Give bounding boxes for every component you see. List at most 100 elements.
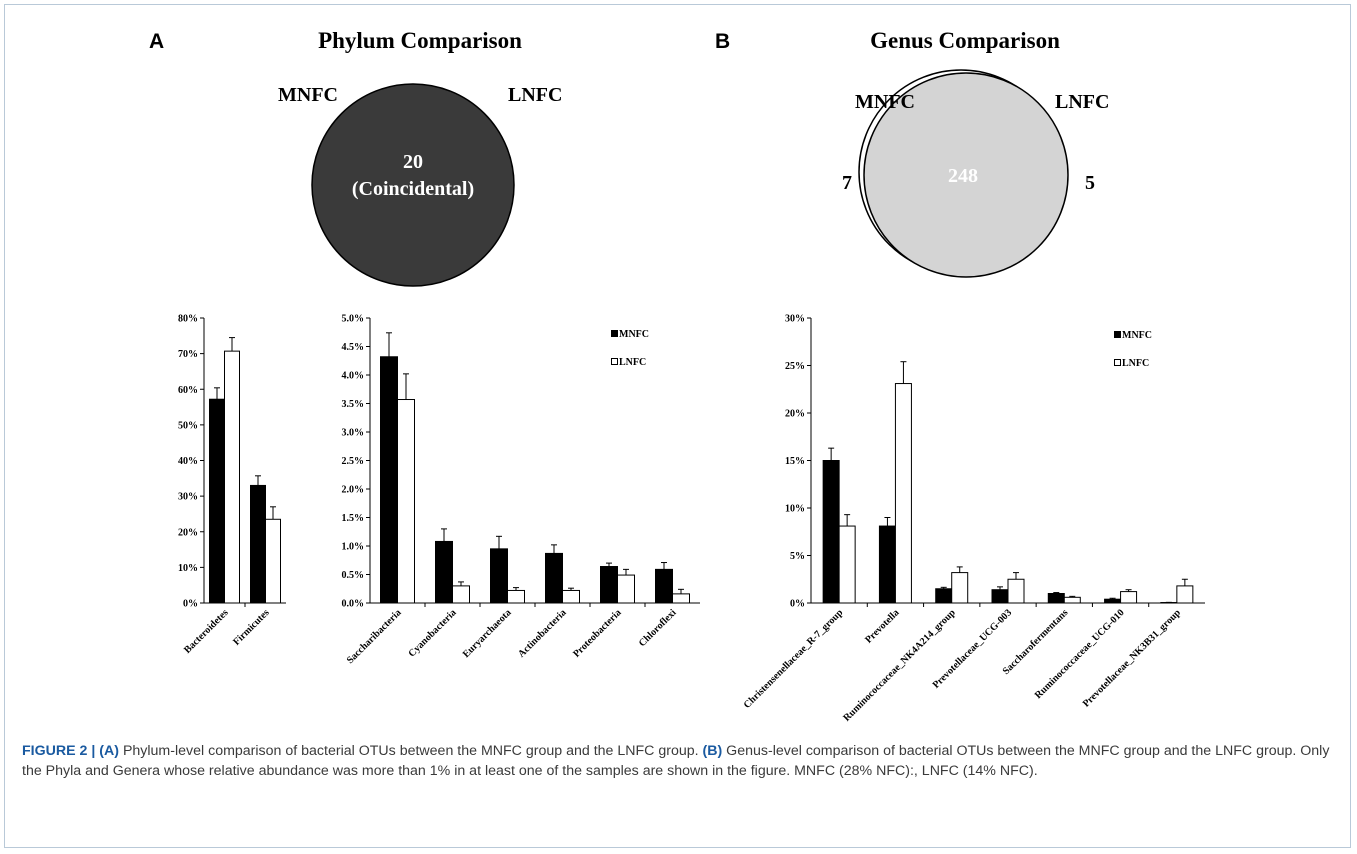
legend-genus-lnfc-label: LNFC xyxy=(1122,358,1149,369)
category-label: Chloroflexi xyxy=(637,607,679,649)
legend-lnfc-label: LNFC xyxy=(619,357,646,368)
bar-mnfc xyxy=(1104,598,1122,604)
bar-mnfc xyxy=(600,566,618,604)
category-label: Proteobacteria xyxy=(571,607,623,659)
y-tick-label: 5% xyxy=(790,551,805,562)
bar-lnfc xyxy=(1007,578,1025,604)
venn-a-right-label: LNFC xyxy=(508,84,562,106)
panel-a-title: Phylum Comparison xyxy=(318,28,522,53)
category-label: Bacteroidetes xyxy=(182,607,231,656)
panel-a-letter: A xyxy=(149,30,164,53)
legend-lnfc-swatch xyxy=(611,358,618,365)
y-tick-label: 80% xyxy=(178,314,198,325)
venn-b-left-only: 7 xyxy=(842,172,852,194)
category-label: Ruminococcaceae_UCG-010 xyxy=(1033,607,1127,701)
y-tick-label: 20% xyxy=(785,409,805,420)
category-label: Prevotella xyxy=(863,607,901,645)
panel-b-letter: B xyxy=(715,30,730,53)
bar-mnfc xyxy=(380,356,398,604)
panel-b-title: Genus Comparison xyxy=(870,28,1060,53)
venn-a-caption: (Coincidental) xyxy=(352,178,474,200)
venn-b-left-label: MNFC xyxy=(855,91,915,113)
legend-mnfc-label: MNFC xyxy=(619,329,649,340)
bar-lnfc xyxy=(838,525,856,604)
y-tick-label: 50% xyxy=(178,420,198,431)
category-label: Euryarchaeota xyxy=(461,607,514,660)
y-tick-label: 0% xyxy=(183,599,198,610)
category-label: Christensenellaceae_R-7_group xyxy=(742,607,846,711)
bar-mnfc xyxy=(878,525,896,604)
caption-a-text: Phylum-level comparison of bacterial OTU… xyxy=(119,743,703,759)
y-tick-label: 1.5% xyxy=(342,513,365,524)
bar-lnfc xyxy=(617,574,635,604)
venn-a-count: 20 xyxy=(403,151,423,173)
venn-b-right-circle xyxy=(863,72,1069,278)
chart-phylum-major: 0% 10% 20% 30% 40% 50% 60% 70% 80% Bacteroidetes F… xyxy=(178,314,286,656)
y-tick-label: 30% xyxy=(785,314,805,325)
y-tick-label: 40% xyxy=(178,456,198,467)
bar-mnfc xyxy=(209,398,225,604)
bar-lnfc xyxy=(507,589,525,604)
figure-canvas: A Phylum Comparison B Genus Comparison M… xyxy=(149,28,1205,724)
y-tick-label: 1.0% xyxy=(342,542,365,553)
category-label: Firmicutes xyxy=(231,607,271,647)
caption-figure-label: FIGURE 2 | xyxy=(22,743,96,759)
y-tick-label: 10% xyxy=(178,563,198,574)
legend-genus: MNFC LNFC xyxy=(1114,330,1152,369)
bar-lnfc xyxy=(224,350,240,604)
caption-b-text: Genus-level comparison of bacterial OTUs… xyxy=(22,743,1330,779)
legend-genus-mnfc-swatch xyxy=(1114,331,1121,338)
y-tick-label: 15% xyxy=(785,456,805,467)
y-tick-label: 60% xyxy=(178,385,198,396)
y-tick-label: 0% xyxy=(790,599,805,610)
category-label: Saccharibacteria xyxy=(345,607,404,666)
category-label: Cyanobacteria xyxy=(406,607,458,659)
bar-mnfc xyxy=(655,568,673,604)
y-tick-label: 3.5% xyxy=(342,399,365,410)
y-tick-label: 0.0% xyxy=(342,599,365,610)
bar-mnfc xyxy=(545,552,563,604)
bar-lnfc xyxy=(265,518,281,604)
y-tick-label: 2.5% xyxy=(342,456,365,467)
bar-mnfc xyxy=(435,540,453,604)
bar-mnfc xyxy=(1047,593,1065,604)
y-tick-label: 20% xyxy=(178,527,198,538)
y-tick-label: 25% xyxy=(785,361,805,372)
bar-lnfc xyxy=(562,589,580,604)
y-tick-label: 4.0% xyxy=(342,371,365,382)
bar-mnfc xyxy=(822,460,840,604)
y-tick-label: 4.5% xyxy=(342,342,365,353)
y-tick-label: 0.5% xyxy=(342,570,365,581)
y-tick-label: 30% xyxy=(178,492,198,503)
venn-a-circle xyxy=(311,83,515,287)
y-tick-label: 2.0% xyxy=(342,485,365,496)
venn-b-shared: 248 xyxy=(948,165,978,187)
y-tick-label: 10% xyxy=(785,504,805,515)
chart-genus: 0% 5% 10% 15% 20% 25% 30% Christensenellaceae_R… xyxy=(742,314,1205,724)
legend-phylum-minor: MNFC LNFC xyxy=(611,329,649,368)
venn-b-right-only: 5 xyxy=(1085,172,1095,194)
venn-b-right-label: LNFC xyxy=(1055,91,1109,113)
figure-frame xyxy=(4,4,1351,848)
legend-genus-lnfc-swatch xyxy=(1114,359,1121,366)
bar-lnfc xyxy=(951,572,969,604)
y-tick-label: 3.0% xyxy=(342,428,365,439)
category-label: Prevotellaceae_NK3B31_group xyxy=(1081,607,1183,709)
bar-lnfc xyxy=(452,585,470,604)
bar-lnfc xyxy=(672,593,690,604)
legend-mnfc-swatch xyxy=(611,330,618,337)
bar-mnfc xyxy=(490,548,508,604)
bar-lnfc xyxy=(397,399,415,604)
bar-lnfc xyxy=(1176,585,1194,604)
bar-lnfc xyxy=(894,383,912,604)
figure-caption: FIGURE 2 | (A) Phylum-level comparison o… xyxy=(22,741,1337,781)
category-label: Actinobacteria xyxy=(516,607,569,660)
venn-a-left-label: MNFC xyxy=(278,84,338,106)
caption-b-label: (B) xyxy=(702,743,723,759)
legend-genus-mnfc-label: MNFC xyxy=(1122,330,1152,341)
category-label: Ruminococcaceae_NK4A214_group xyxy=(841,607,958,724)
bar-mnfc xyxy=(935,588,953,604)
bar-mnfc xyxy=(991,589,1009,604)
bar-lnfc xyxy=(1120,591,1138,604)
bar-lnfc xyxy=(1063,596,1081,604)
